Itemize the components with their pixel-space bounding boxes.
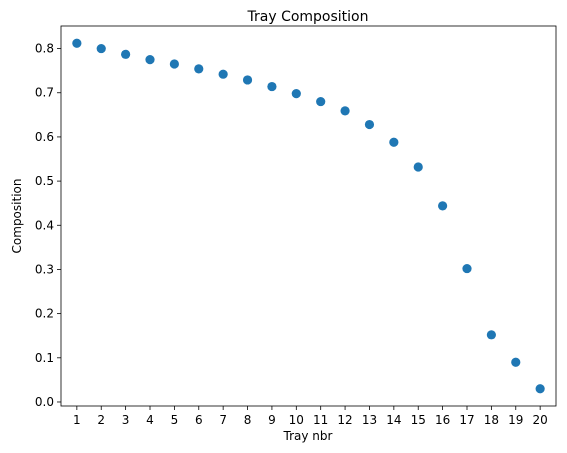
x-tick-label: 19 [508,413,523,427]
data-point [145,55,154,64]
data-point [511,358,520,367]
y-axis: 0.0 0.1 0.2 0.3 0.4 0.5 0.6 0.7 0.8 [35,42,61,409]
x-tick-label: 9 [268,413,276,427]
y-axis-label: Composition [10,179,24,254]
x-tick-label: 17 [459,413,474,427]
x-tick-label: 14 [386,413,401,427]
data-point [414,162,423,171]
data-point [438,201,447,210]
x-tick-label: 8 [244,413,252,427]
data-point [365,120,374,129]
y-tick-label: 0.8 [35,42,54,56]
data-point [389,138,398,147]
x-tick-label: 15 [411,413,426,427]
y-tick-label: 0.1 [35,351,54,365]
data-point [243,75,252,84]
x-tick-label: 16 [435,413,450,427]
data-point [219,70,228,79]
plot-frame [61,26,556,406]
data-point [316,97,325,106]
x-tick-label: 13 [362,413,377,427]
y-tick-label: 0.3 [35,262,54,276]
data-point [462,264,471,273]
y-tick-label: 0.6 [35,130,54,144]
x-axis-label: Tray nbr [283,429,333,443]
y-tick-label: 0.0 [35,395,54,409]
x-tick-label: 11 [313,413,328,427]
x-tick-label: 4 [146,413,154,427]
data-point [121,50,130,59]
x-tick-label: 7 [219,413,227,427]
x-tick-label: 5 [171,413,179,427]
y-tick-label: 0.2 [35,307,54,321]
data-point [487,330,496,339]
x-tick-label: 12 [337,413,352,427]
y-tick-label: 0.7 [35,86,54,100]
data-point [97,44,106,53]
x-tick-label: 18 [484,413,499,427]
data-point [170,59,179,68]
x-tick-label: 1 [73,413,81,427]
x-tick-label: 3 [122,413,130,427]
data-point [267,82,276,91]
chart-title: Tray Composition [247,9,369,25]
data-point [292,89,301,98]
x-tick-label: 6 [195,413,203,427]
data-point [340,106,349,115]
y-tick-label: 0.5 [35,174,54,188]
x-tick-label: 20 [533,413,548,427]
data-point [72,39,81,48]
x-tick-label: 2 [97,413,105,427]
x-tick-label: 10 [289,413,304,427]
data-point [194,64,203,73]
data-points [72,39,545,394]
x-axis: 1 2 3 4 5 6 7 8 9 10 11 12 13 14 15 16 17 18 19 20 [73,406,548,427]
y-tick-label: 0.4 [35,218,54,232]
data-point [536,384,545,393]
